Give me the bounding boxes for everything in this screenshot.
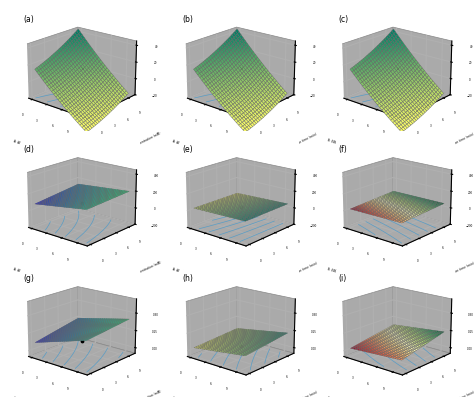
Text: (h): (h) [182,274,193,283]
X-axis label: A: Al concentration (mM): A: Al concentration (mM) [171,396,208,397]
Text: (b): (b) [182,15,193,25]
X-axis label: B: EBN concentration (mM): B: EBN concentration (mM) [326,267,366,283]
Text: (d): (d) [23,145,34,154]
Y-axis label: C: Extraction time (min): C: Extraction time (min) [284,133,318,152]
Y-axis label: C: Extraction time (min): C: Extraction time (min) [440,133,474,152]
X-axis label: A: Al concentration (mM): A: Al concentration (mM) [172,139,208,155]
Text: (c): (c) [338,15,349,25]
Y-axis label: C: Extraction time (min): C: Extraction time (min) [440,261,474,280]
Text: (a): (a) [23,15,34,25]
X-axis label: B: EBN concentration (mM): B: EBN concentration (mM) [326,396,366,397]
Y-axis label: B: EBN concentration (mM): B: EBN concentration (mM) [123,389,162,397]
Y-axis label: B: EBN concentration (mM): B: EBN concentration (mM) [123,260,162,281]
Text: (i): (i) [338,274,347,283]
Text: (e): (e) [182,145,193,154]
X-axis label: A: Al concentration (mM): A: Al concentration (mM) [12,267,49,282]
Text: (f): (f) [338,145,347,154]
Y-axis label: C: Extraction time (min): C: Extraction time (min) [440,390,474,397]
X-axis label: A: Al concentration (mM): A: Al concentration (mM) [12,396,49,397]
Y-axis label: C: Extraction time (min): C: Extraction time (min) [284,261,319,280]
Y-axis label: B: EBN concentration (mM): B: EBN concentration (mM) [123,131,161,153]
Y-axis label: C: Extraction time (min): C: Extraction time (min) [284,390,319,397]
X-axis label: B: EBN concentration (mM): B: EBN concentration (mM) [327,138,366,155]
X-axis label: A: Al concentration (mM): A: Al concentration (mM) [171,267,208,282]
X-axis label: A: Al concentration (mM): A: Al concentration (mM) [13,139,49,155]
Text: (g): (g) [23,274,34,283]
